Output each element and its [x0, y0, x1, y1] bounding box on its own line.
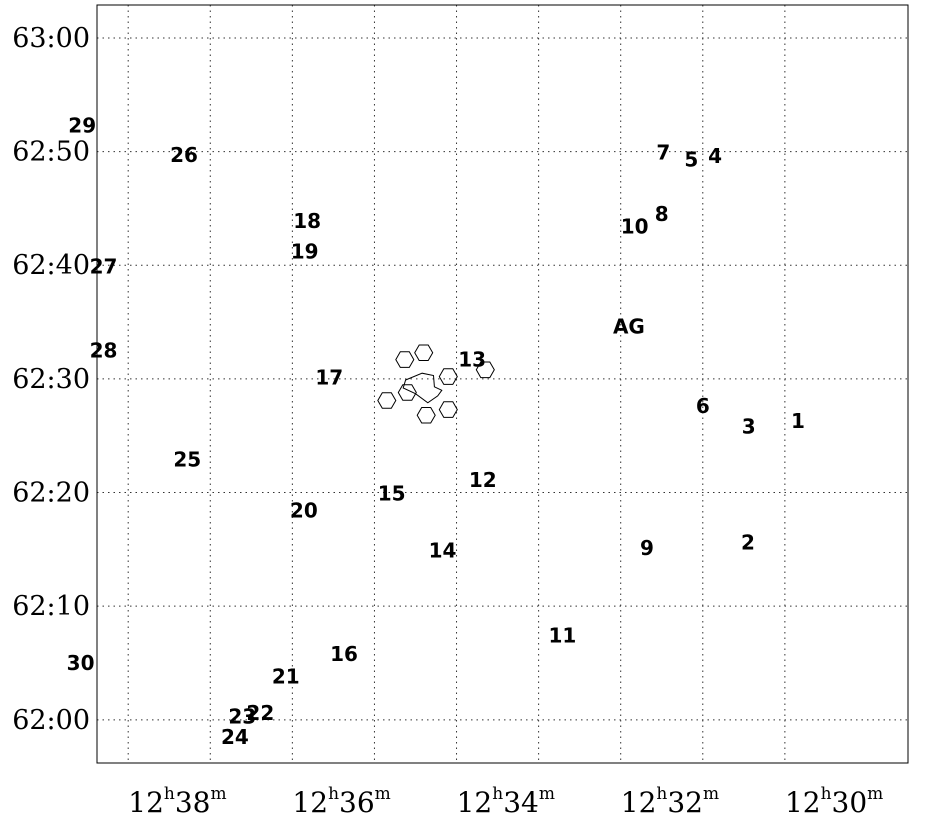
hexagon-field-marker	[397, 384, 417, 401]
y-tick-label: 62:50	[12, 137, 90, 168]
source-label: 29	[68, 113, 96, 137]
source-label: 26	[170, 143, 198, 167]
x-tick-label: 12h32m	[621, 784, 719, 819]
y-tick-label: 62:30	[12, 364, 90, 395]
source-label: 15	[378, 482, 406, 506]
y-tick-label: 62:20	[12, 478, 90, 509]
y-tick-label: 63:00	[12, 23, 90, 54]
grid-lines	[97, 5, 908, 763]
y-tick-label: 62:40	[12, 250, 90, 281]
plot-frame	[96, 4, 909, 764]
source-label: 20	[290, 499, 318, 523]
source-labels: 1234567891011121314151617181920212223242…	[67, 113, 805, 748]
source-label: 17	[315, 366, 343, 390]
hexagon-field-marker	[416, 407, 436, 424]
source-label: 25	[173, 448, 201, 472]
source-label: 19	[291, 240, 319, 264]
hexagon-field-marker	[377, 392, 397, 409]
source-label: 13	[458, 348, 486, 372]
central-field-outline	[402, 372, 443, 404]
source-label: 8	[655, 202, 669, 226]
source-label: 12	[469, 468, 497, 492]
y-tick-label: 62:00	[12, 705, 90, 736]
x-axis-ticks: 12h38m 12h36m 12h34m 12h32m 12h30m	[128, 784, 883, 819]
source-label: 11	[549, 624, 577, 648]
source-label: 9	[640, 536, 654, 560]
x-tick-label: 12h34m	[457, 784, 555, 819]
source-label: 22	[246, 701, 274, 725]
source-label: 7	[656, 141, 670, 165]
source-label: 14	[429, 538, 457, 562]
source-label: 1	[791, 409, 805, 433]
hexagon-field-marker	[414, 344, 434, 361]
hexagon-field-marker	[475, 361, 495, 379]
source-label: 30	[67, 651, 95, 675]
field-of-view-markers	[377, 344, 495, 424]
x-tick-label: 12h30m	[785, 784, 883, 819]
source-label: 2	[741, 531, 755, 555]
hexagon-field-marker	[395, 351, 415, 368]
source-label: 5	[684, 148, 698, 172]
source-label: 6	[696, 394, 710, 418]
hexagon-field-marker	[438, 401, 458, 418]
source-label: 21	[272, 665, 300, 689]
source-label: 28	[90, 338, 118, 362]
x-tick-label: 12h36m	[292, 784, 390, 819]
y-axis-ticks: 62:00 62:10 62:20 62:30 62:40 62:50 63:00	[12, 23, 90, 736]
source-label: 18	[293, 209, 321, 233]
source-label: 16	[330, 642, 358, 666]
source-label: 23	[228, 704, 256, 728]
source-label: AG	[613, 315, 645, 339]
source-label: 10	[621, 215, 649, 239]
source-label: 27	[90, 254, 118, 278]
y-tick-label: 62:10	[12, 591, 90, 622]
source-label: 24	[221, 725, 249, 749]
x-tick-label: 12h38m	[128, 784, 226, 819]
source-label: 4	[708, 144, 722, 168]
hexagon-field-marker	[438, 368, 458, 385]
source-label: 3	[742, 415, 756, 439]
